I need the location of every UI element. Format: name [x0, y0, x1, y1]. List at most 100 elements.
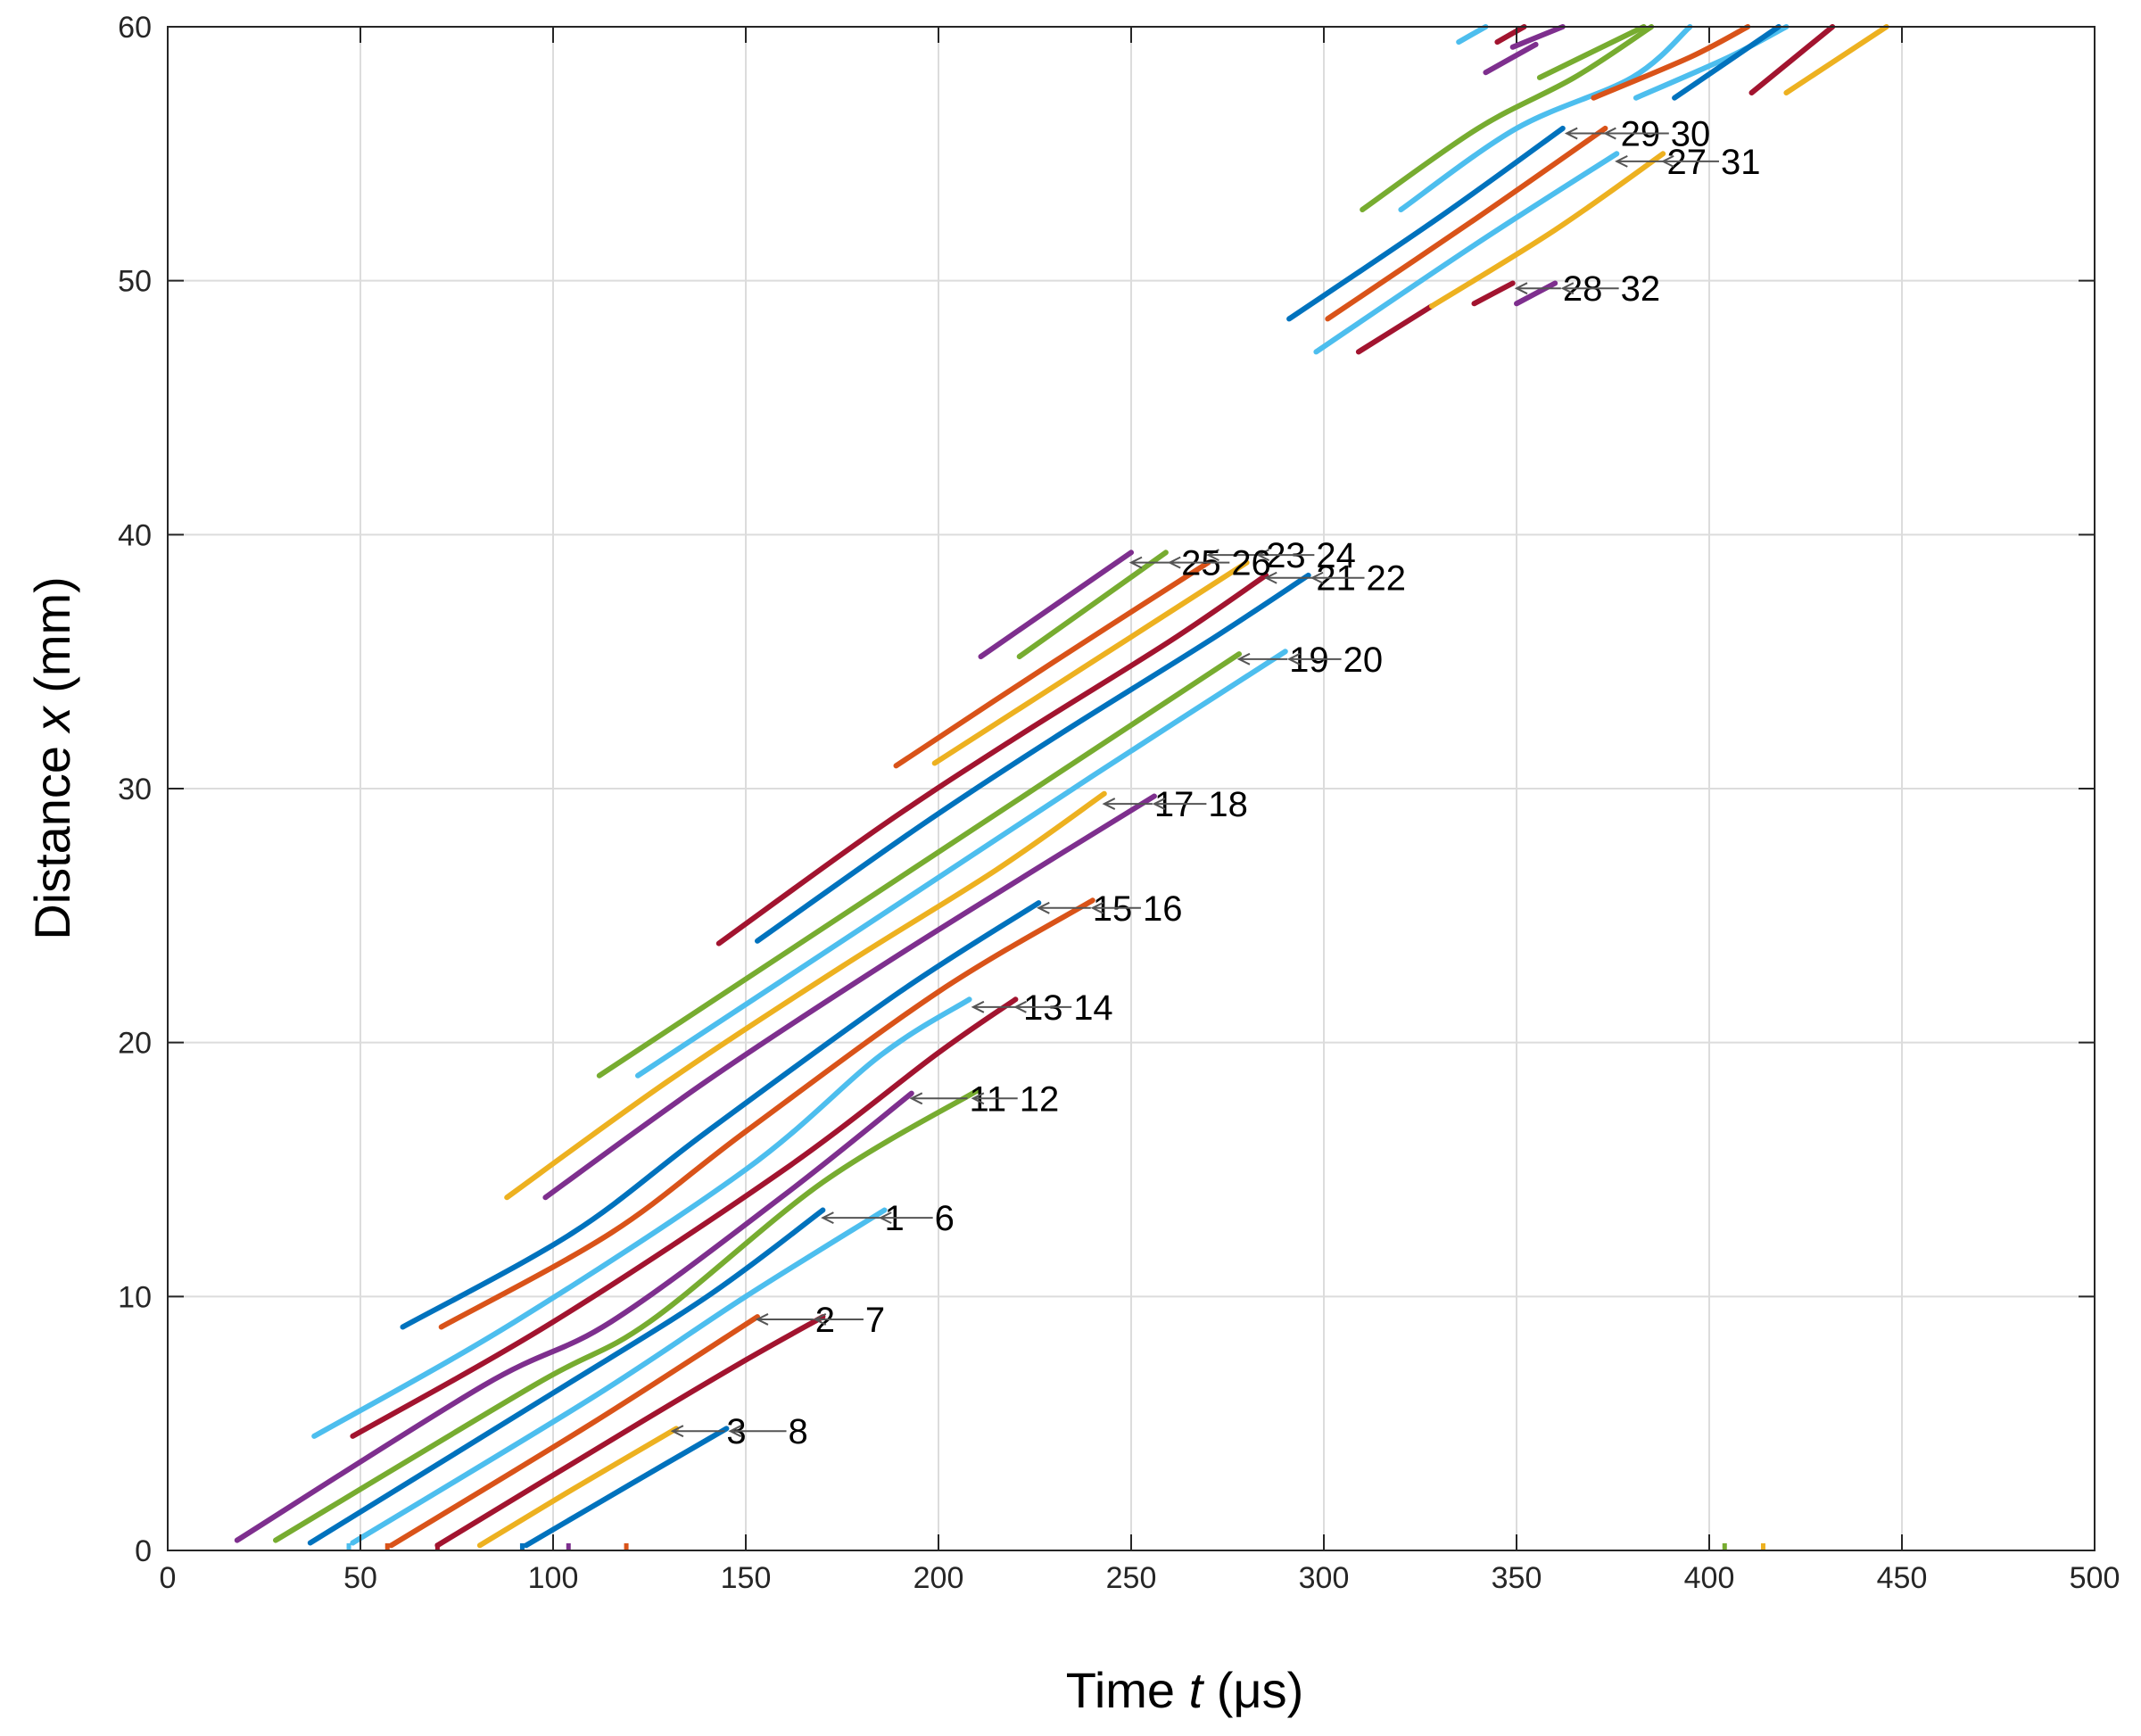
series-line-15 — [596, 651, 1242, 1079]
annotation-arrowhead — [1090, 901, 1104, 914]
series-line-8 — [523, 1426, 730, 1549]
annotation-14: 14 — [1013, 988, 1113, 1028]
y-tick-label: 40 — [118, 518, 152, 552]
annotation-32: 32 — [1560, 269, 1660, 309]
annotation-arrowhead — [878, 1211, 892, 1224]
series-line-13 — [504, 790, 1107, 1201]
y-tick-label: 10 — [118, 1280, 152, 1314]
annotation-30: 30 — [1603, 115, 1711, 154]
annotation-arrowhead — [821, 1211, 834, 1224]
annotation-label: 8 — [789, 1412, 808, 1451]
series-line-27 — [1429, 151, 1666, 310]
x-tick-label: 100 — [528, 1561, 579, 1595]
annotation-6: 6 — [878, 1199, 955, 1238]
annotation-arrowhead — [813, 1313, 827, 1326]
annotation-label: 18 — [1208, 785, 1248, 824]
y-tick-label: 50 — [118, 265, 152, 299]
annotation-arrowhead — [1236, 652, 1251, 665]
annotation-arrowhead — [1256, 549, 1270, 562]
annotation-label: 14 — [1073, 988, 1113, 1028]
annotation-arrowhead — [1564, 127, 1578, 140]
y-tick-label: 30 — [118, 773, 152, 806]
annotation-16: 16 — [1090, 889, 1183, 929]
annotation-8: 8 — [728, 1412, 808, 1451]
series-line-12 — [438, 897, 1095, 1330]
series-line-2 — [273, 1087, 980, 1543]
annotation-arrowhead — [1206, 549, 1219, 562]
annotation-arrowhead — [1560, 282, 1575, 295]
annotation-label: 22 — [1367, 559, 1407, 599]
annotation-label: 12 — [1020, 1079, 1060, 1119]
series-line-1 — [234, 1090, 914, 1543]
annotation-arrowhead — [728, 1425, 742, 1438]
annotation-arrowhead — [1514, 282, 1528, 295]
annotation-arrowhead — [971, 1092, 985, 1105]
series-line-4 — [350, 1207, 888, 1546]
series-line-5 — [388, 1314, 760, 1549]
annotation-label: 7 — [865, 1301, 885, 1340]
annotation-label: 16 — [1143, 889, 1183, 929]
y-tick-label: 60 — [118, 11, 152, 45]
annotation-arrowhead — [1310, 571, 1324, 584]
annotation-arrowhead — [1286, 652, 1301, 665]
series-line-22 — [1016, 550, 1169, 659]
series-line-25 — [1313, 151, 1620, 355]
x-tick-label: 300 — [1299, 1561, 1350, 1595]
series-line-38 — [1483, 41, 1539, 76]
series-line-18 — [755, 572, 1311, 944]
annotation-24: 24 — [1256, 536, 1356, 575]
x-tick-label: 200 — [913, 1561, 964, 1595]
y-tick-label: 20 — [118, 1027, 152, 1061]
series-line-31 — [1398, 24, 1693, 212]
annotation-arrowhead — [1152, 798, 1166, 810]
series-line-17 — [715, 572, 1269, 947]
annotation-label: 31 — [1721, 143, 1761, 182]
annotation-arrowhead — [1615, 154, 1628, 168]
annotation-18: 18 — [1152, 785, 1248, 824]
series-line-19 — [893, 559, 1211, 769]
annotation-label: 30 — [1671, 115, 1711, 154]
x-tick-label: 400 — [1684, 1561, 1735, 1595]
series-group — [234, 24, 1889, 1549]
series-line-32 — [1591, 24, 1751, 101]
annotation-26: 26 — [1167, 544, 1271, 583]
annotation-22: 22 — [1310, 559, 1407, 599]
series-line-20 — [931, 559, 1250, 766]
annotation-label: 24 — [1316, 536, 1356, 575]
annotation-20: 20 — [1286, 641, 1384, 680]
series-line-37 — [1536, 24, 1647, 80]
series-line-9 — [311, 996, 972, 1439]
series-line-35 — [1748, 24, 1836, 95]
series-line-34 — [1672, 24, 1781, 101]
series-line-30 — [1360, 24, 1655, 212]
annotation-label: 20 — [1343, 641, 1384, 680]
annotation-arrowhead — [1167, 556, 1181, 569]
annotation-arrowhead — [909, 1092, 923, 1105]
series-line-24 — [1325, 125, 1608, 322]
y-axis-label: Distance x (mm) — [24, 576, 80, 940]
series-line-36 — [1783, 24, 1889, 95]
x-axis-label: Time t (μs) — [1066, 1662, 1304, 1718]
x-tick-label: 0 — [160, 1561, 177, 1595]
series-line-29 — [1514, 280, 1558, 307]
axes: 0 50 100 150 200 250 300 350 400 450 500 0 10 20 30 40 5… — [118, 11, 2120, 1595]
annotation-arrowhead — [1102, 798, 1116, 810]
annotation-arrowhead — [1013, 1000, 1027, 1013]
annotation-arrowhead — [1660, 154, 1674, 168]
grid — [168, 27, 2095, 1550]
series-line-28 — [1471, 280, 1516, 307]
annotation-arrowhead — [1037, 901, 1050, 914]
series-line-14 — [542, 793, 1157, 1201]
annotation-31: 31 — [1660, 143, 1761, 182]
annotation-arrowhead — [1263, 571, 1277, 584]
series-line-6 — [434, 1314, 826, 1549]
annotation-12: 12 — [971, 1079, 1060, 1119]
series-line-21 — [978, 550, 1134, 659]
x-tick-label: 50 — [343, 1561, 377, 1595]
annotation-arrowhead — [755, 1313, 769, 1326]
annotation-label: 26 — [1231, 544, 1271, 583]
y-tick-label: 0 — [135, 1534, 152, 1568]
series-line-16 — [635, 649, 1288, 1079]
